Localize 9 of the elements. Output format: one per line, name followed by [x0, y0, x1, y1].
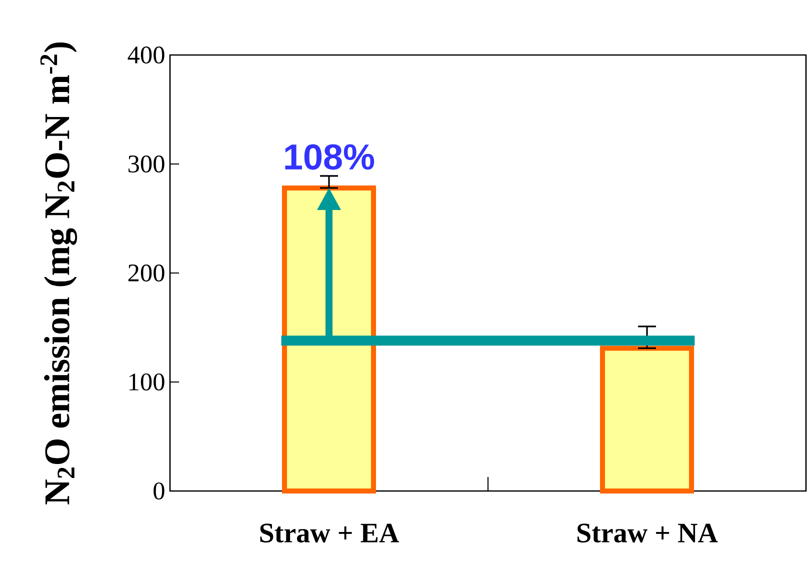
y-tick-label: 300	[128, 155, 164, 173]
x-tick-label: Straw + EA	[260, 524, 399, 543]
y-tick-label: 0	[154, 482, 164, 500]
y-tick-label: 400	[128, 46, 164, 64]
y-tick-label: 200	[128, 264, 164, 282]
x-tick-label: Straw + NA	[578, 524, 718, 543]
annotation: 108%	[285, 144, 374, 170]
y-axis-title: N$_{2}$O emission (mg N$_{2}$O-N m$^{-2}$)	[40, 42, 78, 504]
y-tick-label: 100	[130, 373, 164, 391]
